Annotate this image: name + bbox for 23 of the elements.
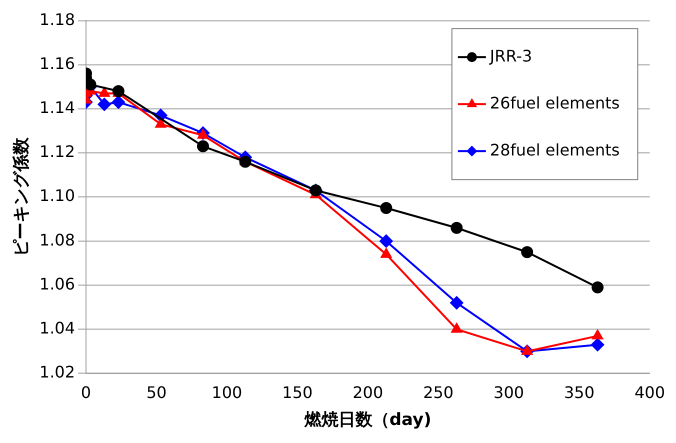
x-tick-label: 300 [494,383,524,402]
y-tick-label: 1.08 [39,230,76,250]
y-tick-label: 1.02 [39,362,76,382]
y-axis-title: ピーキング係数 [12,136,32,256]
x-tick-label: 100 [212,383,242,402]
x-tick-label: 350 [564,383,595,402]
legend-label: 28fuel elements [490,140,620,160]
x-tick-label: 400 [634,383,666,402]
x-tick-label: 250 [423,383,454,402]
y-tick-label: 1.14 [39,98,76,117]
y-tick-label: 1.16 [39,54,76,73]
x-axis-title: 燃焼日数（day) [303,410,432,430]
y-tick-label: 1.18 [39,10,76,29]
legend-label: JRR-3 [488,46,532,66]
y-tick-label: 1.10 [39,186,76,206]
y-tick-label: 1.06 [39,274,76,294]
y-tick-label: 1.12 [39,142,76,162]
x-tick-label: 200 [352,383,384,402]
y-tick-label: 1.04 [39,318,76,338]
legend-label: 26fuel elements [490,93,620,112]
x-tick-label: 50 [146,383,167,402]
x-tick-label: 150 [282,383,313,402]
x-tick-label: 0 [80,383,92,402]
